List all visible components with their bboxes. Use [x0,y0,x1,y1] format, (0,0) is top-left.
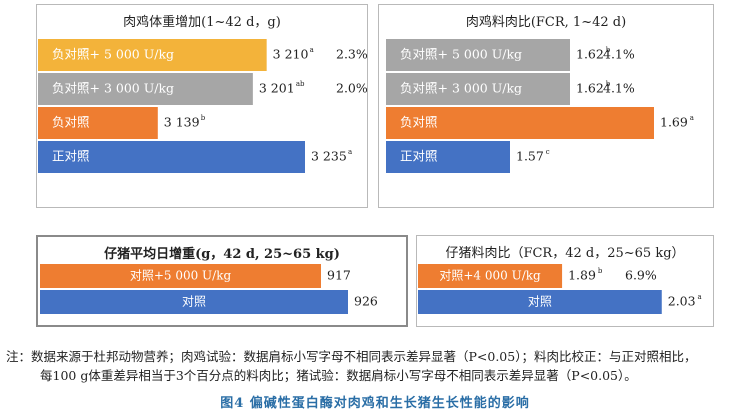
bar [38,73,253,105]
bar [38,39,267,71]
bar [40,290,348,314]
bar-category-label: 负对照+ 5 000 U/kg [400,47,522,62]
bar-value-label: 926 [354,294,378,309]
significance-superscript: a [348,148,352,156]
bar-value-label: 3 139 [164,115,200,130]
bar [386,141,510,173]
improvement-percent-label: 2.0% [336,81,368,96]
improvement-percent-label: 2.3% [336,47,368,62]
improvement-percent-label: 6.9% [625,268,657,283]
bar [38,141,305,173]
bar-category-label: 对照+4 000 U/kg [439,269,541,283]
bar-category-label: 对照 [182,295,206,309]
bar-value-label: 3 201 [259,81,295,96]
bar-category-label: 对照 [528,295,552,309]
broiler-fcr-panel: 肉鸡料肉比(FCR, 1~42 d) [378,4,714,208]
bar-value-label: 1.62 [576,47,604,62]
bar-value-label: 1.69 [660,115,688,130]
bar [386,39,570,71]
footnote: 注：数据来源于杜邦动物营养；肉鸡试验：数据肩标小写字母不相同表示差异显著（P<0… [6,347,744,385]
chart-title: 肉鸡料肉比(FCR, 1~42 d) [465,15,627,30]
significance-superscript: a [310,46,314,54]
footnote-line-2: 每100 g体重差异相当于3个百分点的料肉比；猪试验：数据肩标小写字母不相同表示… [40,368,637,383]
significance-superscript: b [598,267,603,275]
bar-value-label: 1.89 [568,268,596,283]
bar-category-label: 负对照+ 3 000 U/kg [52,81,174,96]
bar-value-label: 2.03 [668,294,696,309]
significance-superscript: b [606,46,611,54]
bar-category-label: 正对照 [52,149,90,164]
bar-category-label: 负对照+ 3 000 U/kg [400,81,522,96]
bar-value-label: 1.57 [516,149,544,164]
chart-title: 仔猪料肉比（FCR，42 d，25~65 kg） [445,246,685,261]
significance-superscript: b [201,114,206,122]
improvement-percent-label: 4.1% [603,47,635,62]
bar-value-label: 1.62 [576,81,604,96]
significance-superscript: ab [296,80,305,88]
bar [40,264,321,288]
bar-value-label: 917 [327,268,351,283]
bar-category-label: 负对照 [52,115,90,130]
significance-superscript: a [690,114,694,122]
bar [386,73,570,105]
bar [386,107,654,139]
bar [418,290,662,314]
bar [38,107,158,139]
bar-category-label: 负对照 [400,115,438,130]
bar-category-label: 对照+5 000 U/kg [130,269,232,283]
significance-superscript: a [698,293,702,301]
footnote-line-1: 注：数据来源于杜邦动物营养；肉鸡试验：数据肩标小写字母不相同表示差异显著（P<0… [6,349,697,364]
chart-title: 仔猪平均日增重(g，42 d, 25~65 kg) [104,247,340,262]
bar-value-label: 3 210 [273,47,309,62]
broiler-weight-gain-panel: 肉鸡体重增加(1~42 d，g) [36,4,368,208]
figure-caption: 图4 偏碱性蛋白酶对肉鸡和生长猪生长性能的影响 [220,396,530,411]
bar-value-label: 3 235 [311,149,347,164]
chart-title: 肉鸡体重增加(1~42 d，g) [123,15,281,30]
improvement-percent-label: 4.1% [603,81,635,96]
bar [418,264,563,288]
significance-superscript: c [546,148,550,156]
bar-category-label: 负对照+ 5 000 U/kg [52,47,174,62]
bar-category-label: 正对照 [400,149,438,164]
significance-superscript: b [606,80,611,88]
